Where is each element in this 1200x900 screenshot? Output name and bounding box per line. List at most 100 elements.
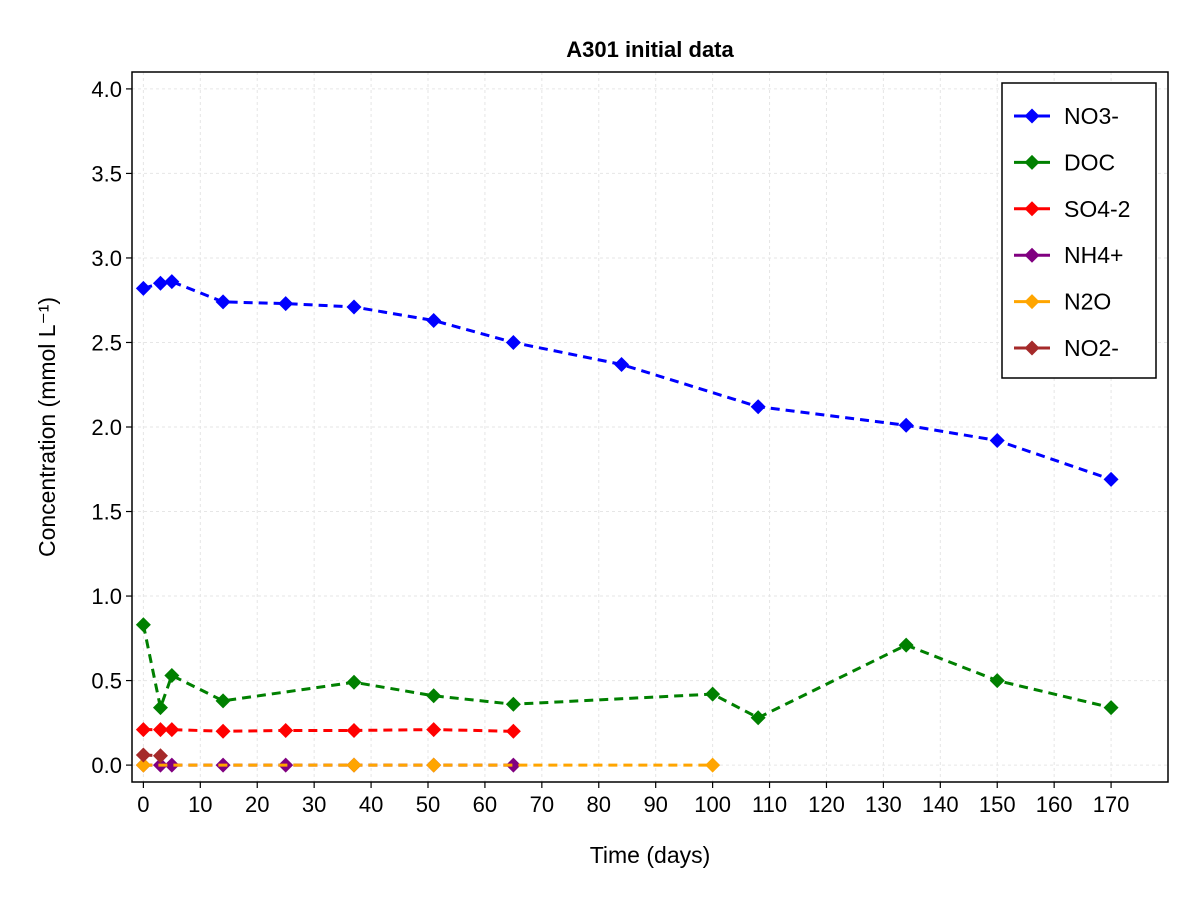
data-point-doc — [705, 686, 721, 702]
x-tick-label: 70 — [530, 792, 554, 817]
data-point-n2o — [426, 757, 442, 773]
data-point-so4-2 — [135, 722, 151, 738]
legend-marker — [1024, 247, 1040, 263]
series-so4-2 — [135, 722, 521, 739]
legend-item-nh4: NH4+ — [1014, 242, 1123, 268]
series-layer — [135, 274, 1119, 773]
x-tick-label: 0 — [137, 792, 149, 817]
y-tick-label: 1.5 — [91, 500, 122, 525]
y-tick-label: 0.5 — [91, 669, 122, 694]
x-axis-label: Time (days) — [590, 842, 711, 868]
legend-label: N2O — [1064, 289, 1111, 315]
data-point-so4-2 — [505, 723, 521, 739]
grid-lines — [132, 72, 1168, 782]
data-point-no2 — [152, 748, 168, 764]
x-tick-label: 130 — [865, 792, 902, 817]
x-tick-label: 60 — [473, 792, 497, 817]
legend-item-n2o: N2O — [1014, 289, 1111, 315]
data-point-no3 — [614, 356, 630, 372]
data-point-no3 — [215, 294, 231, 310]
x-tick-label: 90 — [643, 792, 667, 817]
legend-item-no2: NO2- — [1014, 335, 1119, 361]
legend-item-so4-2: SO4-2 — [1014, 196, 1130, 222]
x-tick-label: 50 — [416, 792, 440, 817]
data-point-no3 — [989, 433, 1005, 449]
data-point-no3 — [750, 399, 766, 415]
x-tick-label: 30 — [302, 792, 326, 817]
data-point-doc — [1103, 700, 1119, 716]
data-point-doc — [505, 696, 521, 712]
data-point-no3 — [426, 313, 442, 328]
series-doc — [135, 617, 1119, 726]
x-tick-label: 150 — [979, 792, 1016, 817]
data-point-no3 — [346, 299, 362, 315]
data-point-doc — [989, 673, 1005, 689]
legend-marker — [1024, 340, 1040, 356]
data-point-doc — [750, 710, 766, 726]
series-n2o — [135, 757, 721, 773]
data-point-no3 — [164, 274, 180, 290]
y-tick-label: 4.0 — [91, 77, 122, 102]
data-point-so4-2 — [278, 722, 294, 738]
data-point-doc — [898, 637, 914, 653]
data-point-no3 — [278, 296, 294, 312]
legend-item-doc: DOC — [1014, 149, 1115, 175]
data-point-doc — [346, 674, 362, 690]
data-point-so4-2 — [152, 722, 168, 738]
data-point-n2o — [346, 757, 362, 773]
legend-label: NO2- — [1064, 335, 1119, 361]
legend-label: NO3- — [1064, 103, 1119, 129]
series-no2 — [135, 747, 168, 764]
data-point-no3 — [505, 334, 521, 350]
data-point-no3 — [135, 280, 151, 296]
x-axis: 0 10 20 30 40 50 60 70 80 90 100 110 120 130 140 150 160… — [137, 782, 1129, 817]
data-point-nh4 — [164, 757, 180, 773]
chart-title: A301 initial data — [566, 37, 734, 62]
x-tick-label: 20 — [245, 792, 269, 817]
y-axis: 0.0 0.5 1.0 1.5 2.0 2.5 3.0 3.5 4.0 — [91, 77, 132, 778]
legend-marker — [1024, 294, 1040, 310]
legend: NO3- DOC SO4-2 NH4+ N2O NO2- — [1001, 82, 1157, 379]
data-point-no2 — [135, 747, 151, 763]
data-point-no3 — [1103, 471, 1119, 487]
x-tick-label: 170 — [1093, 792, 1130, 817]
data-point-nh4 — [505, 757, 521, 773]
legend-label: DOC — [1064, 149, 1115, 175]
y-tick-label: 1.0 — [91, 584, 122, 609]
data-point-so4-2 — [426, 722, 442, 738]
y-tick-label: 2.5 — [91, 330, 122, 355]
y-tick-label: 3.0 — [91, 246, 122, 271]
x-tick-label: 40 — [359, 792, 383, 817]
data-point-n2o — [705, 757, 721, 773]
data-point-so4-2 — [215, 723, 231, 739]
legend-box — [1001, 82, 1157, 379]
data-point-doc — [215, 693, 231, 709]
y-axis-label: Concentration (mmol L⁻¹) — [34, 297, 60, 557]
legend-marker — [1024, 108, 1040, 124]
legend-item-no3: NO3- — [1014, 103, 1119, 129]
x-tick-label: 100 — [694, 792, 731, 817]
x-tick-label: 10 — [188, 792, 212, 817]
data-point-no3 — [898, 417, 914, 433]
y-tick-label: 2.0 — [91, 415, 122, 440]
x-tick-label: 110 — [752, 792, 787, 817]
data-point-doc — [152, 700, 168, 716]
legend-marker — [1024, 154, 1040, 170]
y-tick-label: 0.0 — [91, 753, 122, 778]
data-point-doc — [135, 617, 151, 633]
data-point-so4-2 — [346, 722, 362, 738]
series-no3 — [135, 274, 1119, 487]
data-point-n2o — [135, 757, 151, 773]
data-point-no3 — [152, 275, 168, 291]
legend-label: SO4-2 — [1064, 196, 1130, 222]
data-point-so4-2 — [164, 722, 180, 738]
legend-marker — [1024, 201, 1040, 217]
x-tick-label: 80 — [587, 792, 611, 817]
data-point-doc — [164, 668, 180, 683]
data-point-doc — [426, 688, 442, 704]
x-tick-label: 160 — [1036, 792, 1073, 817]
x-tick-label: 140 — [922, 792, 959, 817]
legend-label: NH4+ — [1064, 242, 1123, 268]
x-tick-label: 120 — [808, 792, 845, 817]
